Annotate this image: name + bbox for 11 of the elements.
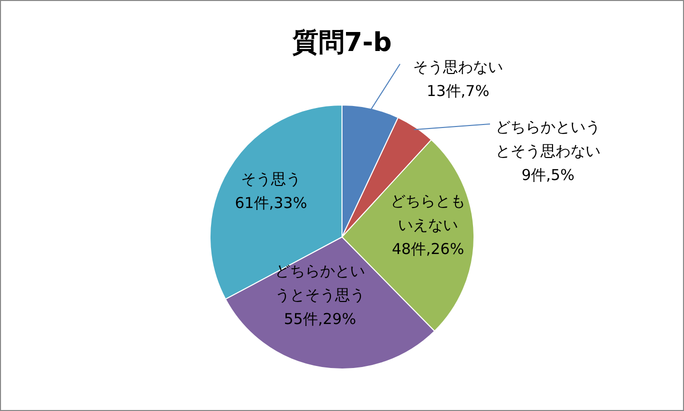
data-label: 55件,29% [284,310,356,328]
data-label: 13件,7% [426,82,490,100]
data-label: 61件,33% [234,194,308,212]
slice-label: どちらかというとそう思う [275,262,365,304]
slice-label: どちらかというとそう思わない [496,118,600,160]
data-label: 9件,5% [521,166,575,184]
data-label: 48件,26% [392,240,464,258]
slice-label: そう思う [241,170,301,188]
slice-label: そう思わない [413,58,503,76]
chart-title: 質問7-b [291,28,392,58]
slice-label: どちらともいえない [390,192,466,234]
